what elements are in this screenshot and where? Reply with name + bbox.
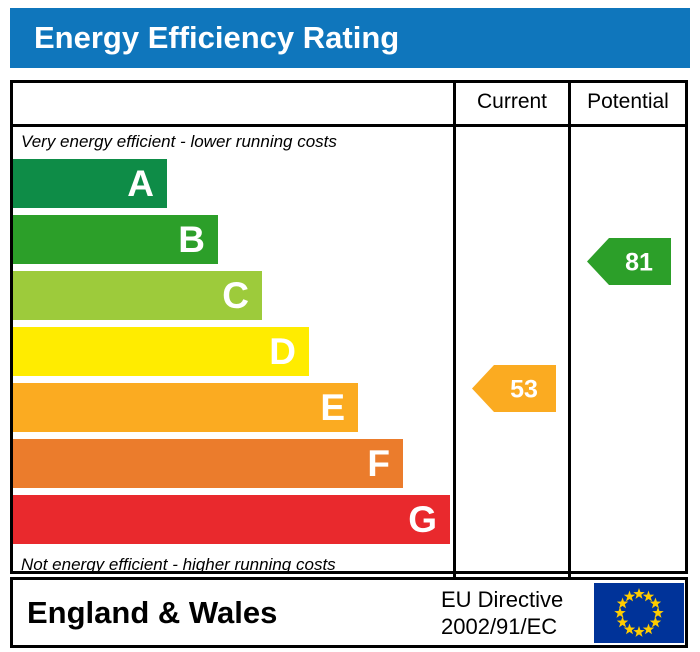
band-c-bar: C [13,271,262,320]
band-e-bar: E [13,383,358,432]
eu-flag-star [633,587,645,599]
eu-directive-line2: 2002/91/EC [441,613,558,639]
eu-flag-star [616,597,629,608]
table-body: Very energy efficient - lower running co… [13,127,685,579]
potential-rating-column: 81 [568,127,685,579]
eu-flag-star [649,597,662,608]
current-rating-arrow: 53 [472,365,556,412]
eu-flag-star [642,622,655,634]
band-a-bar: A [13,159,167,208]
svg-text:53: 53 [510,376,538,404]
table-header-row: Current Potential [13,83,685,127]
eu-flag-star [633,625,645,637]
eu-flag-star [623,622,636,634]
potential-column-header: Potential [568,83,685,124]
eu-flag-star [623,590,636,601]
band-g-bar: G [13,495,450,544]
current-rating-column: 53 [453,127,568,579]
eu-flag-star [616,616,629,627]
page-title: Energy Efficiency Rating [10,8,690,68]
eu-directive-label: EU Directive 2002/91/EC [441,586,563,640]
page-title-text: Energy Efficiency Rating [34,20,400,55]
region-label: England & Wales [27,594,278,630]
footer: England & Wales EU Directive 2002/91/EC [10,577,688,648]
chart-header-spacer [13,83,453,124]
rating-bands-column: Very energy efficient - lower running co… [13,127,453,579]
eu-flag-star [652,606,664,618]
eu-flag-star [642,590,655,601]
potential-rating-arrow: 81 [587,238,671,285]
top-note: Very energy efficient - lower running co… [21,132,337,151]
band-d-bar: D [13,327,309,376]
eu-flag [594,582,684,644]
eu-directive-line1: EU Directive [441,586,564,612]
current-column-header: Current [453,83,568,124]
band-b-bar: B [13,215,218,264]
svg-text:81: 81 [625,249,653,277]
eu-flag-star [649,616,662,627]
eu-flag-star [614,606,626,618]
band-f-bar: F [13,439,403,488]
bottom-note: Not energy efficient - higher running co… [21,555,336,574]
eu-flag-icon [594,582,684,643]
epc-rating-chart: Current Potential Very energy efficient … [10,80,688,579]
